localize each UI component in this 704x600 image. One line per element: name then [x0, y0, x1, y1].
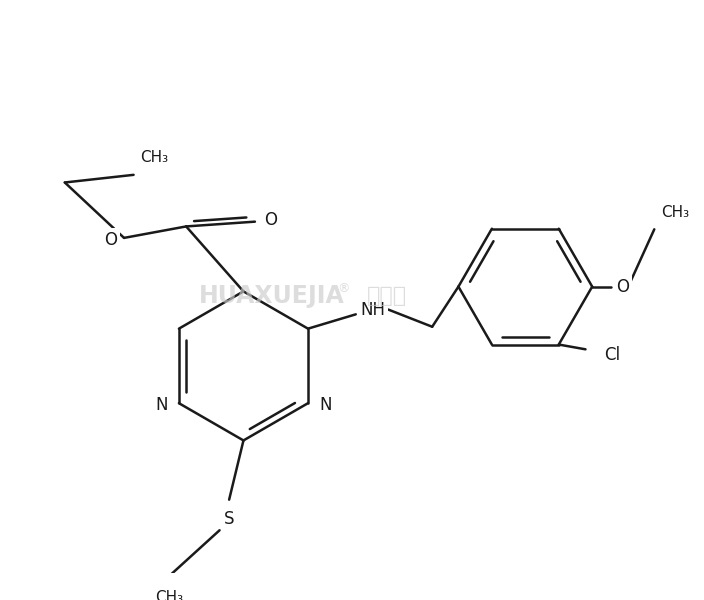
Text: NH: NH — [360, 301, 386, 319]
Text: N: N — [319, 396, 332, 414]
Text: CH₃: CH₃ — [155, 590, 183, 600]
Text: ®: ® — [337, 282, 350, 295]
Text: N: N — [156, 396, 168, 414]
Text: CH₃: CH₃ — [661, 205, 689, 220]
Text: O: O — [616, 278, 629, 296]
Text: HUAXUEJIA: HUAXUEJIA — [199, 284, 345, 308]
Text: 化学加: 化学加 — [367, 286, 407, 306]
Text: O: O — [104, 231, 117, 249]
Text: CH₃: CH₃ — [141, 150, 169, 165]
Text: S: S — [224, 510, 234, 528]
Text: Cl: Cl — [605, 346, 621, 364]
Text: O: O — [264, 211, 277, 229]
